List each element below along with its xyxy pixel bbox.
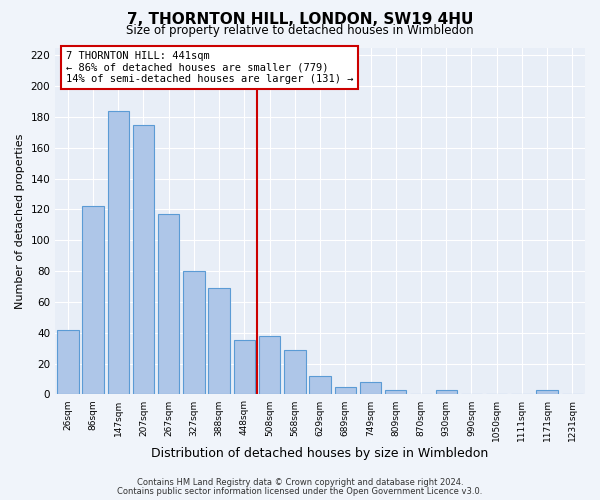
Text: Contains HM Land Registry data © Crown copyright and database right 2024.: Contains HM Land Registry data © Crown c…: [137, 478, 463, 487]
Text: 7, THORNTON HILL, LONDON, SW19 4HU: 7, THORNTON HILL, LONDON, SW19 4HU: [127, 12, 473, 28]
Bar: [335, 386, 356, 394]
Bar: [360, 382, 381, 394]
Text: Contains public sector information licensed under the Open Government Licence v3: Contains public sector information licen…: [118, 487, 482, 496]
Bar: [259, 336, 280, 394]
Bar: [208, 288, 230, 395]
X-axis label: Distribution of detached houses by size in Wimbledon: Distribution of detached houses by size …: [151, 447, 489, 460]
Bar: [57, 330, 79, 394]
Bar: [436, 390, 457, 394]
Bar: [158, 214, 179, 394]
Bar: [284, 350, 305, 395]
Text: Size of property relative to detached houses in Wimbledon: Size of property relative to detached ho…: [126, 24, 474, 37]
Bar: [82, 206, 104, 394]
Y-axis label: Number of detached properties: Number of detached properties: [15, 134, 25, 308]
Bar: [385, 390, 406, 394]
Bar: [183, 271, 205, 394]
Bar: [536, 390, 558, 394]
Text: 7 THORNTON HILL: 441sqm
← 86% of detached houses are smaller (779)
14% of semi-d: 7 THORNTON HILL: 441sqm ← 86% of detache…: [66, 51, 353, 84]
Bar: [310, 376, 331, 394]
Bar: [107, 110, 129, 395]
Bar: [233, 340, 255, 394]
Bar: [133, 124, 154, 394]
